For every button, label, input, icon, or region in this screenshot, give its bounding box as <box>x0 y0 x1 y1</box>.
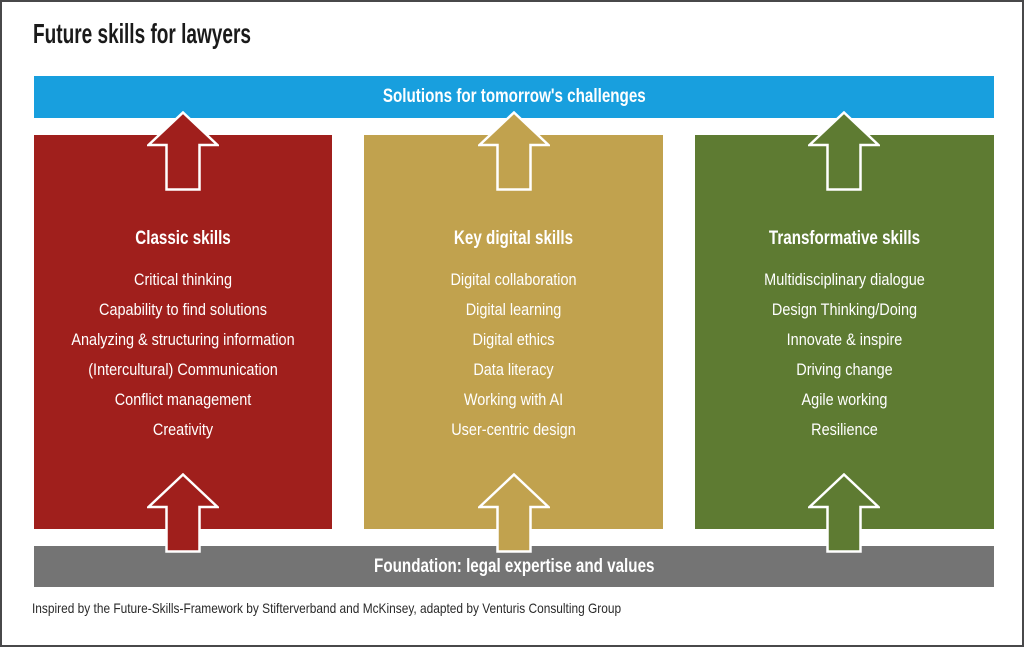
skill-item: Analyzing & structuring information <box>71 330 295 349</box>
skill-item: Digital collaboration <box>450 270 577 289</box>
up-arrow-icon <box>147 473 219 553</box>
skill-item: Digital ethics <box>472 330 555 349</box>
skill-item: Multidisciplinary dialogue <box>764 270 925 289</box>
skill-item: Agile working <box>801 390 888 409</box>
up-arrow-icon <box>808 111 880 191</box>
column-heading: Transformative skills <box>768 228 921 249</box>
up-arrow-icon <box>478 473 550 553</box>
skill-item: Data literacy <box>473 360 554 379</box>
skill-item: Innovate & inspire <box>786 330 903 349</box>
attribution-note: Inspired by the Future-Skills-Framework … <box>32 600 622 616</box>
foundation-bar-label: Foundation: legal expertise and values <box>373 555 655 577</box>
up-arrow-icon <box>478 111 550 191</box>
column-heading: Classic skills <box>135 228 231 249</box>
column-transformative-skills: Transformative skills Multidisciplinary … <box>695 135 994 529</box>
skill-item: Critical thinking <box>134 270 232 289</box>
up-arrow-icon <box>808 473 880 553</box>
skill-item: Creativity <box>152 420 214 439</box>
column-heading: Key digital skills <box>453 228 574 249</box>
up-arrow-icon <box>147 111 219 191</box>
solutions-bar-label: Solutions for tomorrow's challenges <box>382 86 646 107</box>
skill-item: Capability to find solutions <box>99 300 267 319</box>
skill-item: Driving change <box>796 360 893 379</box>
skill-item: Design Thinking/Doing <box>771 300 918 319</box>
column-key-digital-skills: Key digital skills Digital collaboration… <box>364 135 663 529</box>
diagram-title: Future skills for lawyers <box>33 18 251 49</box>
skill-item: Working with AI <box>463 390 564 409</box>
skill-item: Resilience <box>811 420 878 439</box>
skill-item: (Intercultural) Communication <box>88 360 278 379</box>
skill-item: Conflict management <box>114 390 252 409</box>
skill-item: Digital learning <box>465 300 562 319</box>
foundation-bar: Foundation: legal expertise and values <box>34 546 994 587</box>
skill-item: User-centric design <box>451 420 576 439</box>
column-classic-skills: Classic skills Critical thinking Capabil… <box>34 135 332 529</box>
